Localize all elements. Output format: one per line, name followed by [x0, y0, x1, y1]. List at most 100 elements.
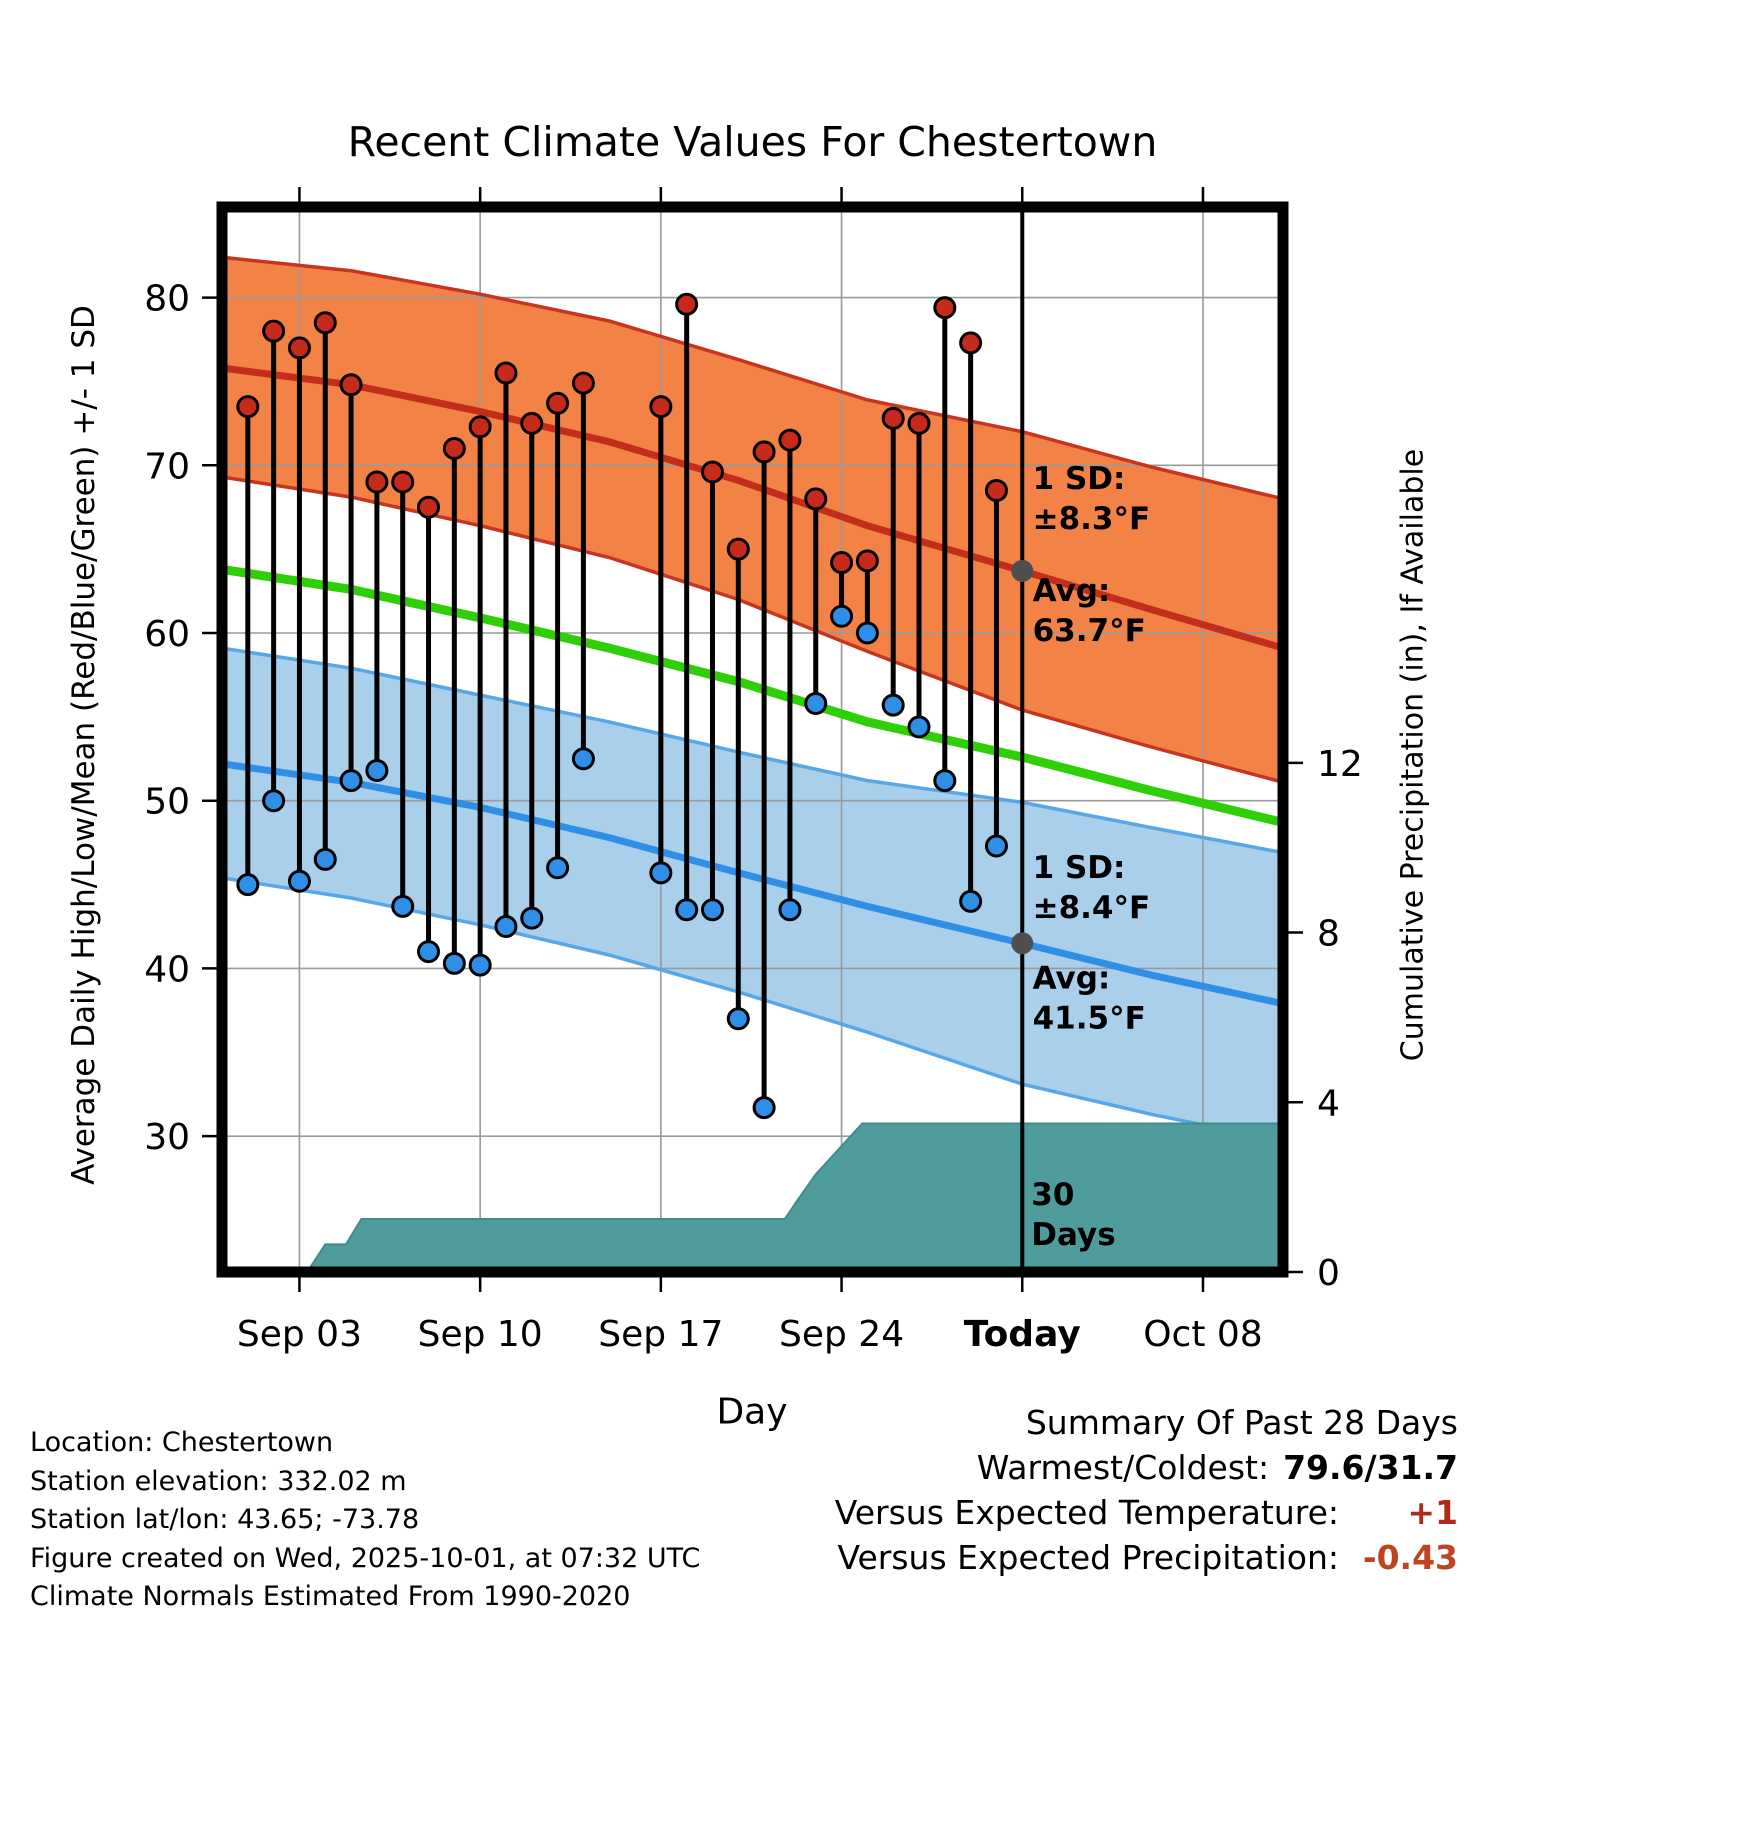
daily-high-dot — [830, 551, 854, 575]
y-left-tick-label: 60 — [144, 614, 190, 655]
daily-low-dot — [313, 847, 337, 871]
summary-label: Warmest/Coldest: — [976, 1448, 1270, 1487]
daily-high-dot — [933, 296, 957, 320]
daily-low-dot — [959, 889, 983, 913]
daily-low-dot — [365, 759, 389, 783]
daily-low-dot — [752, 1096, 776, 1120]
daily-high-dot — [236, 395, 260, 419]
daily-high-dot — [959, 331, 983, 355]
x-tick-label: Sep 03 — [237, 1314, 362, 1355]
chart-annotation: Days — [1031, 1217, 1115, 1253]
chart-annotation: ±8.3°F — [1033, 501, 1151, 537]
daily-low-dot — [855, 621, 879, 645]
daily-high-dot — [726, 537, 750, 561]
page-title: Recent Climate Values For Chestertown — [347, 118, 1158, 166]
daily-low-dot — [520, 906, 544, 930]
daily-high-dot — [649, 395, 673, 419]
daily-low-dot — [907, 715, 931, 739]
summary-vs-temperature: Versus Expected Temperature: +1 — [800, 1490, 1458, 1535]
daily-high-dot — [907, 411, 931, 435]
high-mean-line — [222, 364, 1283, 652]
daily-low-dot — [236, 873, 260, 897]
daily-low-dot — [417, 940, 441, 964]
summary-label: Versus Expected Precipitation: — [837, 1538, 1339, 1577]
daily-high-dot — [752, 440, 776, 464]
chart-annotation: 63.7°F — [1033, 613, 1146, 649]
daily-low-dot — [494, 915, 518, 939]
summary-label: Versus Expected Temperature: — [834, 1493, 1339, 1532]
daily-high-dot — [700, 460, 724, 484]
climate-normals: Climate Normals Estimated From 1990-2020 — [30, 1581, 631, 1612]
figure-created: Figure created on Wed, 2025-10-01, at 07… — [30, 1542, 701, 1574]
daily-high-dot — [442, 437, 466, 461]
daily-high-dot — [287, 336, 311, 360]
y-right-tick-label: 12 — [1317, 744, 1363, 785]
avg-marker — [1011, 559, 1034, 582]
x-tick-label: Sep 10 — [418, 1314, 543, 1355]
chart-annotation: Avg: — [1033, 961, 1111, 997]
summary-vs-precipitation: Versus Expected Precipitation: -0.43 — [800, 1535, 1458, 1580]
daily-low-dot — [442, 951, 466, 975]
y-axis-label-right: Cumulative Precipitation (in), If Availa… — [1395, 448, 1431, 1062]
plot-area — [222, 207, 1283, 1272]
daily-low-dot — [546, 856, 570, 880]
daily-high-dot — [262, 319, 286, 343]
daily-low-dot — [391, 894, 415, 918]
summary-value: -0.43 — [1362, 1538, 1458, 1577]
daily-low-dot — [830, 604, 854, 628]
station-elevation: Station elevation: 332.02 m — [30, 1465, 407, 1497]
daily-high-dot — [804, 487, 828, 511]
plot-border — [216, 201, 1289, 1278]
daily-low-dot — [571, 747, 595, 771]
daily-high-dot — [391, 470, 415, 494]
y-left-tick-label: 50 — [144, 782, 190, 823]
daily-high-dot — [881, 406, 905, 430]
chart-annotation: 41.5°F — [1033, 1001, 1146, 1037]
daily-high-dot — [984, 478, 1008, 502]
daily-high-low-stems — [236, 292, 1008, 1120]
avg-marker — [1011, 932, 1034, 955]
daily-low-dot — [339, 769, 363, 793]
daily-high-dot — [313, 311, 337, 335]
daily-low-dot — [804, 691, 828, 715]
daily-high-dot — [571, 371, 595, 395]
x-tick-label: Oct 08 — [1143, 1314, 1263, 1355]
station-latlon: Station lat/lon: 43.65; -73.78 — [30, 1504, 420, 1535]
chart-annotation: ±8.4°F — [1033, 890, 1151, 926]
daily-low-dot — [675, 898, 699, 922]
daily-low-dot — [933, 769, 957, 793]
daily-low-dot — [700, 898, 724, 922]
high-band-upper-edge — [222, 255, 1283, 501]
low-temp-band — [222, 648, 1283, 1142]
x-axis-label: Day — [716, 1391, 788, 1433]
summary-value: +1 — [1407, 1493, 1458, 1532]
daily-high-dot — [494, 361, 518, 385]
daily-low-dot — [468, 953, 492, 977]
daily-high-dot — [417, 495, 441, 519]
cumulative-precip-area — [222, 1122, 1283, 1272]
x-tick-label: Sep 17 — [598, 1314, 723, 1355]
daily-low-dot — [778, 898, 802, 922]
chart-annotation: 30 — [1031, 1177, 1074, 1213]
y-left-tick-label: 70 — [144, 446, 190, 487]
daily-high-dot — [855, 549, 879, 573]
summary-value: 79.6/31.7 — [1283, 1448, 1458, 1487]
daily-low-dot — [649, 861, 673, 885]
daily-low-dot — [726, 1007, 750, 1031]
daily-high-dot — [675, 292, 699, 316]
x-tick-label: Sep 24 — [779, 1314, 904, 1355]
daily-high-dot — [339, 373, 363, 397]
y-axis-label-left: Average Daily High/Low/Mean (Red/Blue/Gr… — [66, 305, 102, 1185]
station-location: Location: Chestertown — [30, 1427, 334, 1458]
daily-low-dot — [262, 789, 286, 813]
y-left-tick-label: 80 — [144, 279, 190, 320]
y-right-tick-label: 8 — [1317, 914, 1340, 955]
daily-high-dot — [365, 470, 389, 494]
summary-panel: Summary Of Past 28 Days Warmest/Coldest:… — [800, 1400, 1458, 1580]
y-right-tick-label: 4 — [1317, 1083, 1340, 1124]
daily-high-dot — [546, 391, 570, 415]
station-info: Location: Chestertown Station elevation:… — [30, 1424, 700, 1617]
y-left-tick-label: 40 — [144, 949, 190, 990]
